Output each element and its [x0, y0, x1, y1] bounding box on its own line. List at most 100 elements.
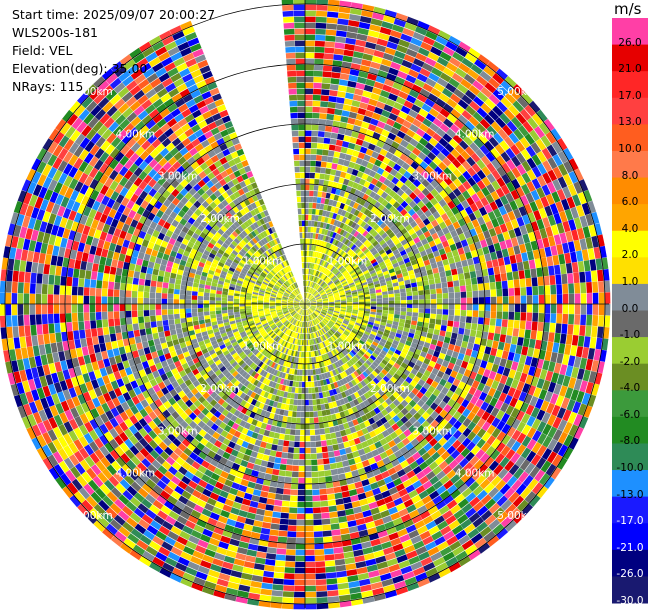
velocity-gate: [311, 302, 317, 304]
velocity-gate: [521, 252, 529, 262]
velocity-gate: [312, 483, 320, 490]
velocity-gate: [376, 309, 383, 313]
velocity-gate: [349, 400, 356, 408]
velocity-gate: [311, 263, 315, 269]
velocity-gate: [460, 304, 467, 311]
velocity-gate: [392, 56, 404, 65]
velocity-gate: [411, 320, 418, 326]
velocity-gate: [316, 300, 323, 302]
velocity-gate: [518, 328, 525, 338]
velocity-gate: [360, 213, 367, 221]
velocity-gate: [305, 561, 316, 568]
velocity-gate: [327, 293, 333, 296]
velocity-gate: [347, 248, 353, 255]
velocity-gate: [411, 316, 418, 322]
velocity-gate: [421, 403, 430, 412]
velocity-gate: [327, 295, 334, 298]
velocity-gate: [499, 375, 508, 385]
velocity-gate: [562, 313, 569, 324]
velocity-gate: [460, 78, 472, 90]
velocity-gate: [355, 82, 366, 90]
velocity-gate: [385, 398, 393, 406]
velocity-gate: [288, 404, 294, 411]
velocity-gate: [547, 157, 558, 170]
velocity-gate: [332, 213, 338, 220]
velocity-gate: [427, 51, 440, 62]
velocity-gate: [332, 200, 338, 207]
velocity-gate: [312, 233, 316, 239]
velocity-gate: [347, 325, 353, 330]
velocity-gate: [318, 416, 324, 423]
velocity-gate: [305, 603, 317, 610]
velocity-gate: [474, 337, 482, 345]
velocity-gate: [356, 416, 364, 424]
velocity-gate: [349, 333, 355, 339]
velocity-gate: [369, 333, 376, 339]
velocity-gate: [342, 333, 348, 338]
velocity-gate: [341, 252, 347, 258]
velocity-gate: [413, 364, 421, 372]
velocity-gate: [410, 232, 418, 240]
velocity-gate: [315, 296, 321, 300]
velocity-gate: [504, 503, 517, 516]
velocity-gate: [437, 520, 449, 531]
velocity-gate: [343, 441, 351, 448]
velocity-gate: [384, 383, 391, 390]
velocity-gate: [335, 322, 341, 327]
velocity-gate: [367, 323, 374, 329]
velocity-gate: [581, 202, 591, 216]
velocity-gate: [442, 551, 455, 562]
velocity-gate: [427, 546, 440, 557]
velocity-gate: [305, 299, 309, 304]
velocity-gate: [317, 459, 324, 465]
velocity-gate: [529, 201, 539, 212]
velocity-gate: [501, 434, 511, 445]
velocity-gate: [336, 97, 345, 104]
velocity-gate: [457, 414, 467, 424]
velocity-gate: [470, 329, 477, 337]
velocity-gate: [556, 353, 564, 364]
velocity-gate: [545, 370, 554, 382]
velocity-gate: [586, 314, 593, 326]
velocity-gate: [427, 274, 434, 280]
velocity-gate: [471, 405, 480, 415]
velocity-gate: [395, 242, 403, 249]
velocity-gate: [387, 181, 396, 190]
velocity-gate: [265, 504, 274, 511]
velocity-gate: [441, 240, 450, 248]
velocity-gate: [399, 263, 407, 270]
velocity-gate: [419, 67, 431, 78]
velocity-gate: [332, 342, 338, 348]
velocity-gate: [365, 451, 374, 460]
velocity-gate: [403, 80, 414, 89]
velocity-gate: [378, 95, 388, 104]
velocity-gate: [329, 357, 334, 364]
velocity-gate: [334, 559, 346, 566]
velocity-gate: [364, 296, 371, 300]
velocity-gate: [305, 220, 309, 227]
velocity-gate: [411, 212, 419, 221]
velocity-gate: [446, 445, 456, 455]
velocity-gate: [494, 399, 504, 410]
velocity-gate: [544, 294, 551, 304]
velocity-gate: [468, 85, 481, 96]
velocity-gate: [271, 517, 281, 524]
velocity-gate: [363, 378, 370, 385]
velocity-gate: [540, 135, 552, 148]
velocity-gate: [481, 176, 491, 187]
velocity-gate: [314, 292, 319, 297]
velocity-gate: [352, 202, 360, 210]
velocity-gate: [392, 228, 400, 235]
velocity-gate: [295, 555, 305, 562]
velocity-gate: [388, 313, 394, 318]
velocity-gate: [373, 50, 385, 58]
velocity-gate: [360, 394, 367, 402]
velocity-gate: [521, 424, 532, 436]
velocity-gate: [437, 207, 446, 216]
velocity-gate: [318, 330, 322, 336]
velocity-gate: [542, 360, 550, 371]
velocity-gate: [332, 60, 343, 67]
velocity-gate: [396, 419, 404, 428]
velocity-gate: [472, 297, 479, 304]
velocity-gate: [376, 312, 382, 316]
